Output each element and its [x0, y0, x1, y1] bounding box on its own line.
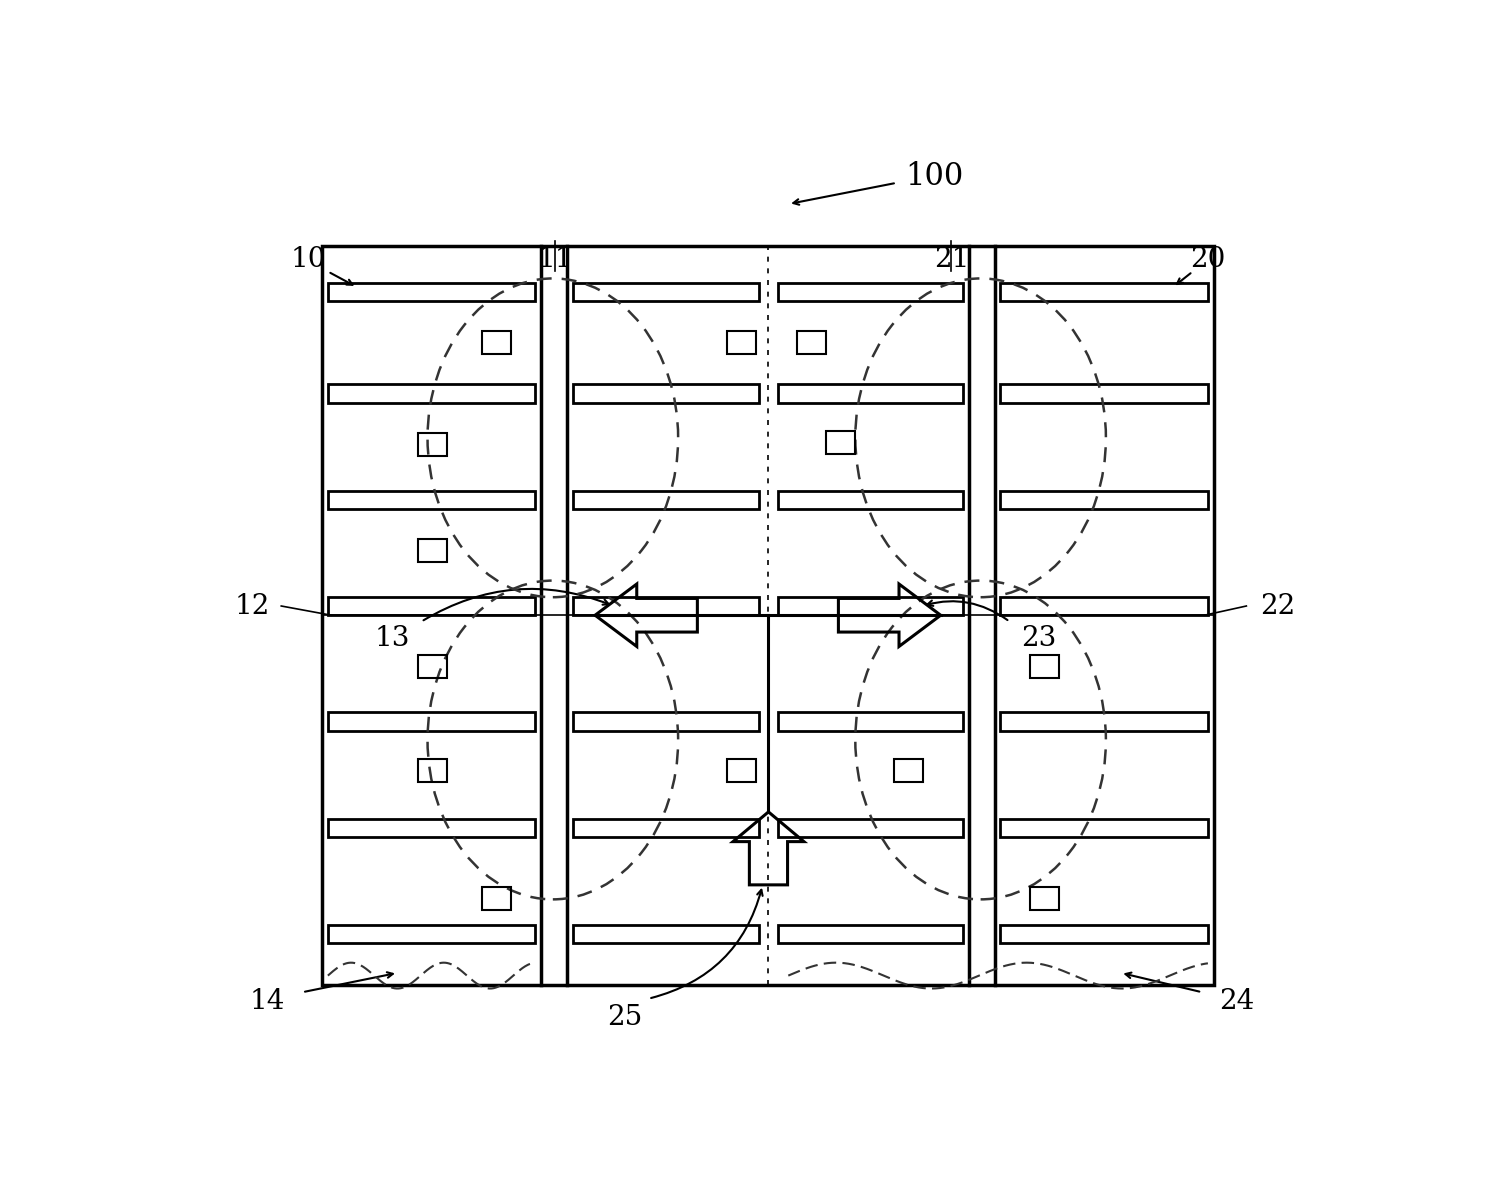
Text: 14: 14	[250, 988, 284, 1015]
Bar	[418, 654, 447, 678]
Bar	[726, 331, 757, 354]
Bar	[418, 433, 447, 456]
Bar	[418, 539, 447, 562]
Text: 100: 100	[905, 161, 963, 192]
Bar	[826, 431, 856, 454]
Bar	[322, 246, 1214, 985]
Text: 22: 22	[1260, 593, 1295, 619]
Text: 12: 12	[235, 593, 269, 619]
Bar	[1030, 887, 1059, 911]
Bar	[483, 887, 511, 911]
Text: 11: 11	[537, 246, 573, 272]
Text: 23: 23	[1021, 625, 1056, 652]
Text: 25: 25	[608, 1003, 642, 1031]
Text: 10: 10	[290, 246, 326, 272]
Bar	[797, 331, 826, 354]
Bar	[726, 758, 757, 782]
Text: 20: 20	[1190, 246, 1226, 272]
Text: 13: 13	[374, 625, 409, 652]
Text: 24: 24	[1220, 988, 1254, 1015]
Bar	[893, 758, 923, 782]
Bar	[483, 331, 511, 354]
Text: 21: 21	[934, 246, 969, 272]
Bar	[418, 758, 447, 782]
Bar	[1030, 654, 1059, 678]
